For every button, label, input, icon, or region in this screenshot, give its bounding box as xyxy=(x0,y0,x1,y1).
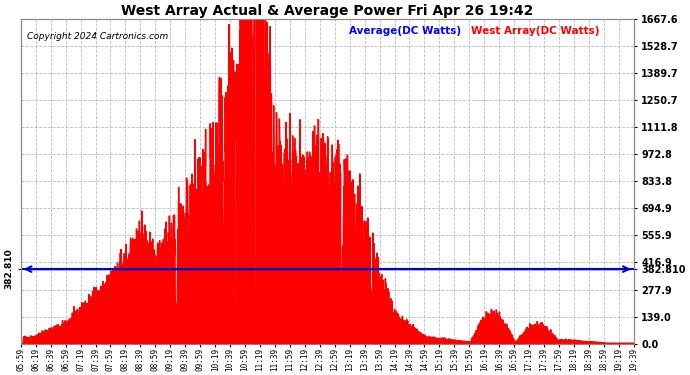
Text: Average(DC Watts): Average(DC Watts) xyxy=(348,26,461,36)
Text: Copyright 2024 Cartronics.com: Copyright 2024 Cartronics.com xyxy=(27,32,168,41)
Title: West Array Actual & Average Power Fri Apr 26 19:42: West Array Actual & Average Power Fri Ap… xyxy=(121,4,533,18)
Text: West Array(DC Watts): West Array(DC Watts) xyxy=(471,26,600,36)
